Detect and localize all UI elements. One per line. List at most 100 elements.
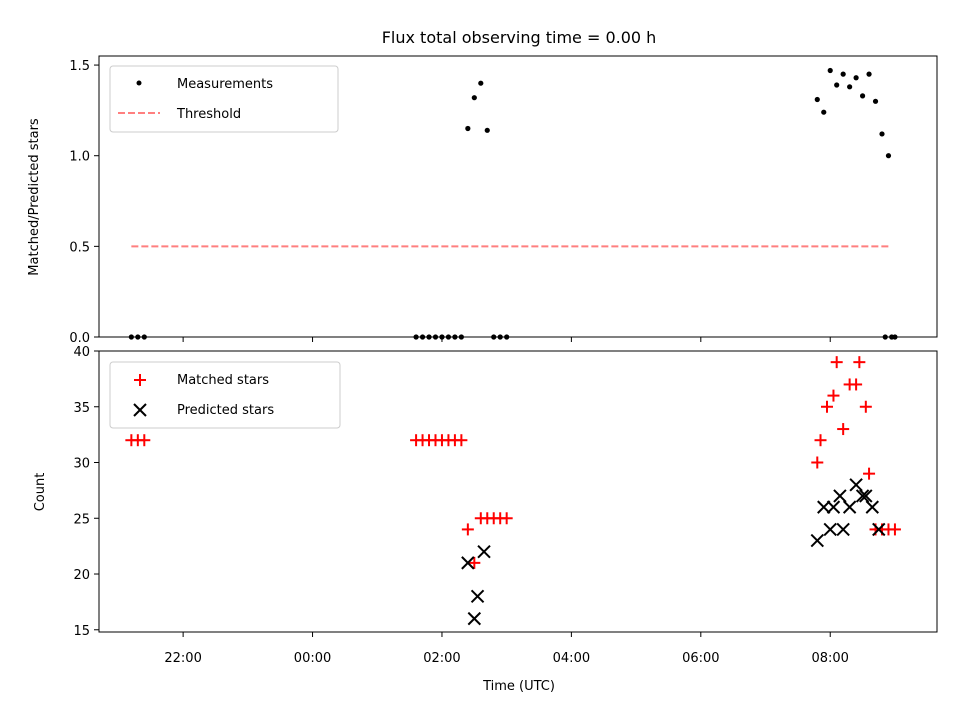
chart-title: Flux total observing time = 0.00 h [382,28,657,47]
predicted-point [865,500,879,514]
y-tick-label: 25 [73,512,90,527]
measurement-point [484,127,490,133]
top-panel: 0.0 0.5 1.0 1.5 Matched/Predicted stars Mea… [27,55,938,346]
measurement-point [471,95,477,101]
bottom-legend: Matched stars Predicted stars [109,361,341,429]
bottom-y-ticks: 15 20 25 30 35 40 [73,345,99,639]
legend-label-measurements: Measurements [177,77,273,92]
matched-point [500,512,513,525]
x-tick-label: 02:00 [423,651,460,666]
predicted-point [859,489,873,503]
measurement-point [853,75,859,81]
measurement-point [426,334,432,340]
count-series [125,356,901,626]
measurement-point [432,334,439,340]
y-tick-label: 35 [73,401,90,416]
x-tick-label: 04:00 [553,651,590,666]
y-tick-label: 1.0 [69,150,90,165]
predicted-point [872,522,886,537]
predicted-point [836,522,850,537]
matched-point [859,400,872,413]
y-tick-label: 30 [73,457,90,472]
measurement-point [445,334,452,340]
measurement-point [885,153,892,159]
predicted-point [855,489,870,503]
predicted-point [842,500,857,514]
x-tick-label: 06:00 [682,651,719,666]
legend-marker-predicted [133,403,147,417]
matched-point [811,456,824,469]
top-x-ticks [182,337,831,342]
matched-point [853,356,866,369]
measurement-point [879,131,885,137]
y-tick-label: 20 [73,568,90,583]
y-tick-label: 40 [73,345,90,360]
y-tick-label: 0.5 [69,240,90,255]
measurements-series [128,67,898,340]
matched-point [837,423,850,436]
measurement-point [814,96,820,103]
x-tick-label: 00:00 [294,651,331,666]
legend-marker-measurements [136,80,142,86]
measurement-point [439,334,445,340]
y-tick-label: 1.5 [69,59,90,74]
predicted-point [817,500,831,514]
measurement-point [882,334,888,340]
bottom-panel: 15 20 25 30 35 40 22:00 00:00 02:00 04:00 06:00 08… [33,345,938,694]
predicted-point [810,533,824,548]
matched-point [138,434,151,447]
measurement-point [465,125,471,132]
measurement-point [827,67,833,74]
predicted-point [826,500,841,514]
top-y-ticks: 0.0 0.5 1.0 1.5 [69,59,99,346]
measurement-point [504,334,510,340]
measurement-point [859,93,866,99]
legend-label-predicted: Predicted stars [177,403,274,418]
matched-point [830,356,843,369]
legend-marker-matched [134,374,146,386]
measurement-point [413,334,419,340]
measurement-point [821,109,827,115]
measurement-point [141,334,147,340]
x-tick-label: 08:00 [811,651,848,666]
predicted-point [467,611,482,626]
predicted-point [461,556,475,570]
predicted-point [477,545,491,559]
predicted-point [823,522,837,537]
predicted-point [833,489,847,503]
bottom-y-axis-label: Count [33,473,48,512]
matched-point [827,389,840,402]
bottom-x-ticks: 22:00 00:00 02:00 04:00 06:00 08:00 [164,632,849,666]
measurement-point [419,334,426,340]
measurement-point [872,98,879,104]
x-axis-label: Time (UTC) [482,679,555,694]
matched-point [888,523,901,536]
matched-point [850,378,863,391]
matched-point [820,400,833,413]
y-tick-label: 0.0 [69,331,90,346]
y-tick-label: 15 [73,624,90,639]
measurement-point [128,334,134,340]
measurement-point [478,80,484,86]
measurement-point [491,334,497,340]
x-tick-label: 22:00 [164,651,201,666]
measurement-point [847,84,853,90]
predicted-point [470,589,485,604]
measurement-point [452,334,458,340]
legend-label-threshold: Threshold [176,107,241,122]
top-y-axis-label: Matched/Predicted stars [27,118,42,276]
measurement-point [834,82,840,88]
measurement-point [497,334,503,340]
measurement-point [135,334,141,340]
legend-label-matched: Matched stars [177,373,269,388]
measurement-point [866,71,872,77]
measurement-point [840,71,846,77]
measurement-point [892,334,898,340]
measurement-point [458,334,464,340]
predicted-point [849,478,863,492]
matched-point [468,556,481,569]
matched-point [455,434,468,447]
matched-point [863,467,876,480]
top-legend: Measurements Threshold [109,65,339,133]
